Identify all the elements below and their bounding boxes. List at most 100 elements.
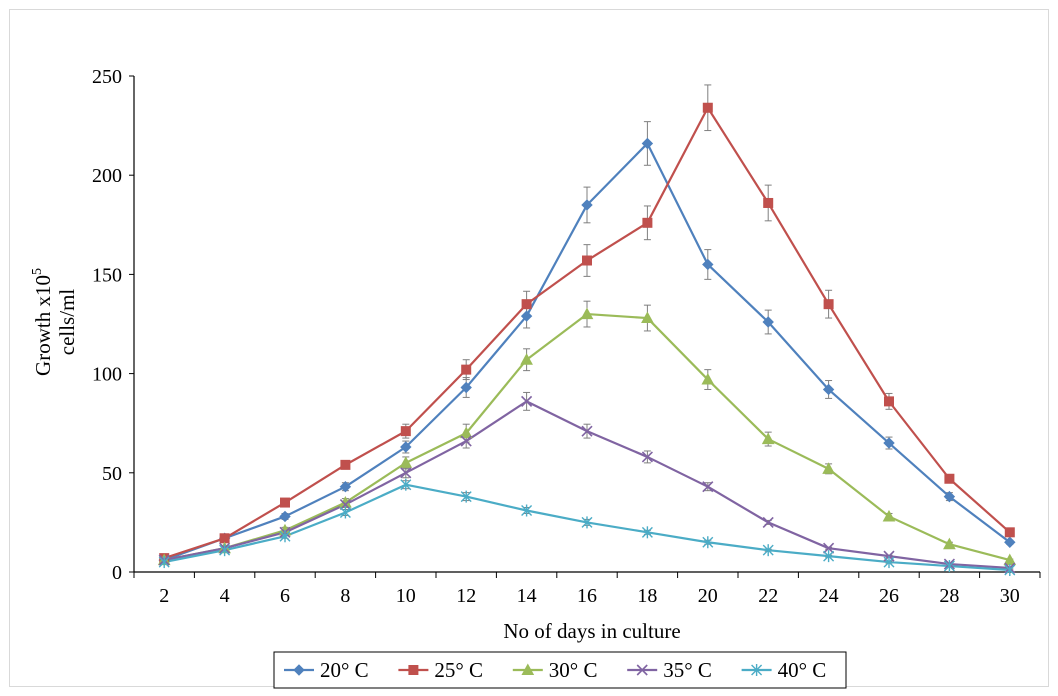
data-point	[641, 451, 653, 463]
data-point	[641, 526, 653, 539]
data-point	[339, 506, 351, 519]
data-point	[762, 316, 774, 328]
y-axis-label-line1: Growth x10	[31, 275, 55, 376]
data-point	[943, 560, 955, 573]
data-point	[339, 480, 352, 493]
data-point	[461, 364, 472, 375]
data-point	[340, 459, 351, 470]
chart-frame	[9, 9, 1049, 687]
data-point	[762, 544, 774, 557]
data-point	[219, 544, 231, 557]
data-point	[943, 490, 956, 503]
legend-item: 30° C	[512, 658, 598, 682]
y-tick-label: 250	[92, 66, 122, 88]
data-point	[460, 490, 472, 503]
data-point	[460, 435, 472, 447]
data-point	[280, 497, 290, 508]
data-point	[641, 137, 654, 150]
x-tick-label: 22	[758, 585, 778, 607]
data-point	[460, 381, 472, 394]
data-point	[943, 537, 956, 550]
legend-item: 35° C	[627, 658, 712, 682]
y-tick-label: 150	[92, 264, 122, 286]
legend-swatch-marker	[521, 663, 535, 675]
data-point	[400, 478, 412, 491]
data-point	[702, 102, 713, 113]
legend-label: 20° C	[320, 658, 369, 682]
series-markers	[157, 102, 1017, 577]
legend-item: 25° C	[398, 658, 483, 682]
data-point	[520, 310, 533, 322]
x-tick-label: 26	[879, 585, 899, 607]
data-point	[279, 510, 291, 523]
data-point	[884, 396, 894, 407]
x-tick-label: 12	[456, 585, 476, 607]
x-tick-label: 10	[396, 585, 416, 607]
y-axis-label-line2: cells/ml	[55, 289, 79, 356]
data-point	[702, 536, 714, 549]
data-point	[158, 556, 170, 569]
x-tick-label: 6	[280, 585, 290, 607]
data-point	[762, 516, 774, 528]
x-tick-label: 16	[577, 585, 597, 607]
data-point	[1004, 527, 1015, 538]
data-point	[642, 217, 653, 228]
legend-label: 35° C	[663, 658, 712, 682]
legend-label: 30° C	[549, 658, 598, 682]
legend-label: 40° C	[778, 658, 827, 682]
data-point	[1004, 536, 1016, 548]
legend-swatch-marker	[293, 664, 305, 676]
data-point	[580, 307, 594, 320]
data-point	[521, 395, 533, 407]
series-lines	[163, 106, 1011, 572]
x-tick-label: 24	[819, 585, 839, 607]
data-point	[1004, 564, 1016, 577]
data-point	[883, 556, 895, 569]
data-point	[581, 425, 593, 437]
data-point	[823, 299, 834, 310]
data-point	[279, 530, 291, 543]
x-tick-label: 2	[159, 585, 169, 607]
data-point	[400, 467, 412, 479]
x-tick-label: 8	[340, 585, 350, 607]
legend-swatch-marker	[636, 664, 648, 676]
legend: 20° C 25° C 30° C 35° C 40° C	[273, 651, 847, 689]
data-point	[521, 504, 533, 517]
data-point	[883, 437, 895, 449]
data-point	[399, 456, 413, 468]
legend-label: 25° C	[434, 658, 483, 682]
data-point	[581, 516, 593, 529]
data-point	[823, 542, 835, 554]
data-point	[822, 383, 835, 396]
legend-swatch-marker	[751, 664, 763, 676]
y-tick-label: 100	[92, 364, 122, 386]
data-point	[823, 550, 835, 563]
data-point	[582, 255, 592, 266]
data-point	[520, 353, 533, 365]
data-point	[641, 311, 654, 324]
data-point	[459, 426, 473, 439]
x-tick-label: 30	[1000, 585, 1020, 607]
data-point	[400, 441, 412, 453]
y-tick-label: 0	[112, 562, 122, 584]
data-point	[400, 426, 411, 437]
x-tick-label: 18	[637, 585, 657, 607]
data-point	[763, 197, 774, 208]
legend-item: 40° C	[741, 658, 827, 682]
y-tick-label: 200	[92, 165, 122, 187]
svg-text:Growth x105: Growth x105	[30, 268, 55, 376]
y-axis-label: Growth x105 cells/ml	[30, 268, 79, 376]
data-point	[944, 473, 955, 484]
legend-item: 20° C	[284, 658, 369, 682]
data-point	[882, 509, 896, 522]
x-tick-label: 20	[698, 585, 718, 607]
x-tick-label: 4	[220, 585, 230, 607]
x-axis-label: No of days in culture	[503, 619, 680, 643]
data-point	[339, 498, 351, 511]
data-point	[702, 481, 714, 493]
data-point	[701, 373, 715, 385]
data-point	[581, 199, 593, 211]
y-axis-label-superscript: 5	[30, 268, 45, 275]
